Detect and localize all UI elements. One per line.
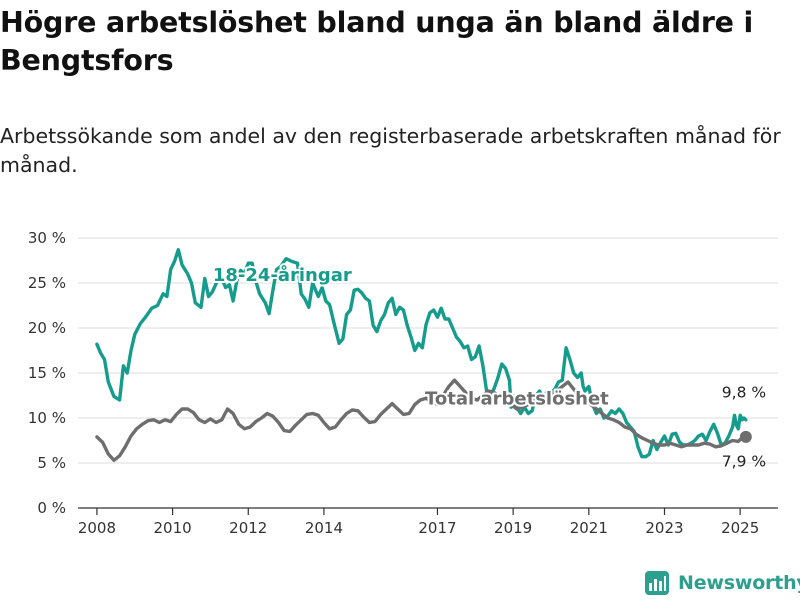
y-tick-label: 10 % xyxy=(28,409,66,427)
youth-end-value-label: 9,8 % xyxy=(722,383,766,401)
total-series-label: Total arbetslöshet xyxy=(425,389,609,410)
newsworthy-logo-icon xyxy=(645,571,669,595)
x-tick-label: 2021 xyxy=(570,519,608,537)
total-series-end-dot xyxy=(739,430,752,443)
grid-lines xyxy=(78,237,778,464)
total-series-line xyxy=(95,378,748,462)
y-tick-label: 5 % xyxy=(37,454,66,472)
chart-subtitle: Arbetssökande som andel av den registerb… xyxy=(0,124,781,177)
x-tick-label: 2017 xyxy=(418,519,456,537)
y-tick-label: 30 % xyxy=(28,229,66,247)
youth-series-line xyxy=(95,248,748,459)
newsworthy-logo: Newsworthy xyxy=(644,568,800,598)
youth-series-label: 18-24-åringar xyxy=(213,264,352,286)
y-tick-label: 0 % xyxy=(37,499,66,517)
x-tick-label: 2008 xyxy=(78,519,116,537)
y-tick-label: 20 % xyxy=(28,319,66,337)
total-end-value-label: 7,9 % xyxy=(722,453,766,471)
x-tick-label: 2012 xyxy=(229,519,267,537)
series-lines xyxy=(95,248,752,462)
y-tick-label: 15 % xyxy=(28,364,66,382)
newsworthy-logo-text: Newsworthy xyxy=(678,572,800,594)
y-tick-label: 25 % xyxy=(28,274,66,292)
x-tick-label: 2014 xyxy=(305,519,343,537)
series-labels: 18-24-åringar Total arbetslöshet 9,8 % 7,9 … xyxy=(211,262,766,471)
x-tick-label: 2019 xyxy=(494,519,532,537)
x-axis: 2008 2010 2012 2014 2017 2019 2021 2023 2025 xyxy=(78,507,778,537)
x-tick-label: 2025 xyxy=(721,519,759,537)
x-tick-label: 2010 xyxy=(154,519,192,537)
y-axis-tick-labels: 0 % 5 % 10 % 15 % 20 % 25 % 30 % xyxy=(28,229,66,517)
x-tick-label: 2023 xyxy=(645,519,683,537)
chart-title: Högre arbetslöshet bland unga än bland ä… xyxy=(0,6,754,77)
